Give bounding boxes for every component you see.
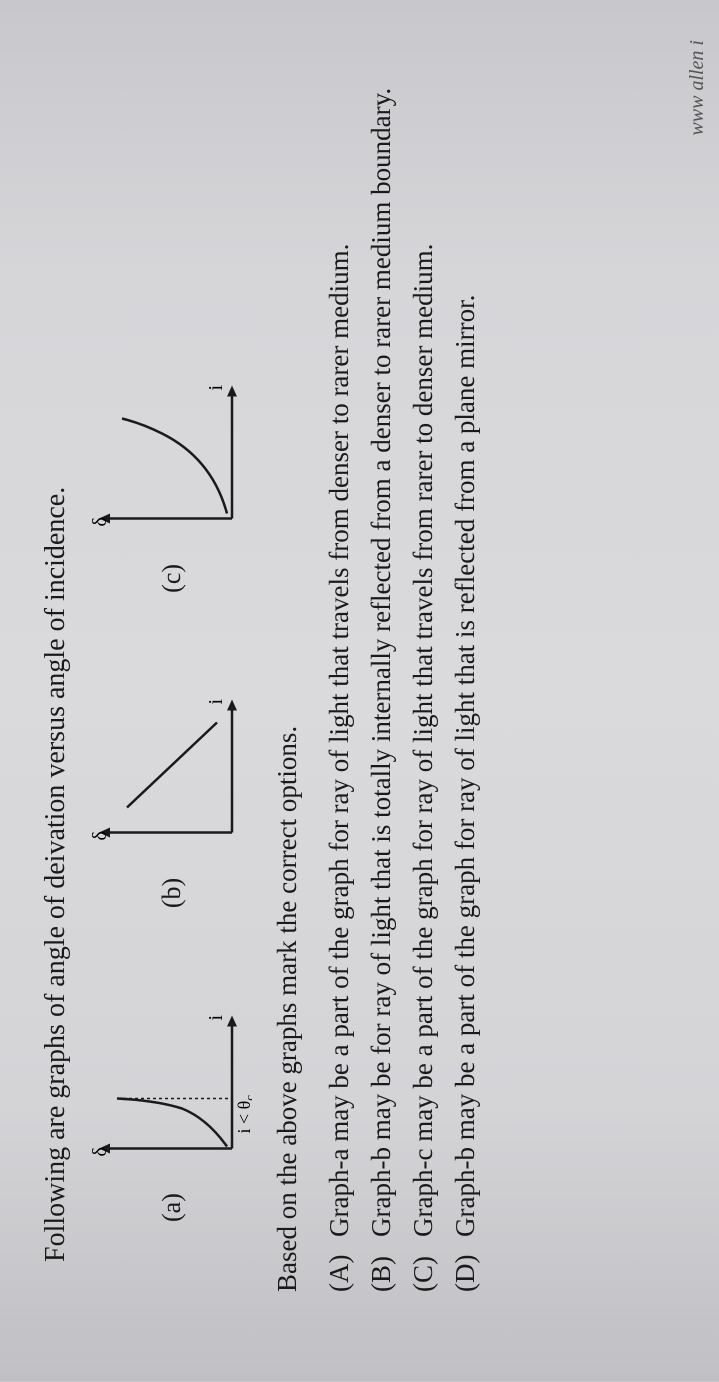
- option-d-text: Graph-b may be a part of the graph for r…: [445, 60, 487, 1237]
- graph-b-xaxis: i: [205, 699, 227, 705]
- page-container: Following are graphs of angle of deivati…: [0, 0, 719, 1382]
- option-c: (C) Graph-c may be a part of the graph f…: [403, 60, 445, 1292]
- subtitle-text: Based on the above graphs mark the corre…: [272, 60, 303, 1292]
- option-a-letter: (A): [319, 1237, 361, 1292]
- graph-a: (a) δ i i < θc: [92, 1008, 252, 1222]
- graph-b-yaxis: δ: [92, 831, 111, 840]
- option-c-letter: (C): [403, 1237, 445, 1292]
- intro-text: Following are graphs of angle of deivati…: [40, 60, 72, 1262]
- option-d: (D) Graph-b may be a part of the graph f…: [445, 60, 487, 1292]
- option-a: (A) Graph-a may be a part of the graph f…: [319, 60, 361, 1292]
- graph-c: (c) δ i: [92, 379, 252, 593]
- graph-a-annotation: i < θc: [234, 1094, 252, 1133]
- option-a-text: Graph-a may be a part of the graph for r…: [319, 60, 361, 1237]
- options-list: (A) Graph-a may be a part of the graph f…: [319, 60, 486, 1292]
- graph-a-svg: δ i i < θc: [92, 1008, 252, 1178]
- graph-b: (b) δ i: [92, 693, 252, 908]
- graph-b-svg: δ i: [92, 693, 252, 863]
- graph-c-yaxis: δ: [92, 518, 111, 527]
- graph-b-label: (b): [157, 878, 187, 908]
- option-b-letter: (B): [361, 1237, 403, 1292]
- graph-a-xaxis: i: [205, 1014, 227, 1020]
- graph-c-svg: δ i: [92, 379, 252, 549]
- footer-watermark: www allen i: [686, 40, 709, 136]
- graph-c-label: (c): [157, 564, 187, 593]
- graph-c-xaxis: i: [205, 385, 227, 391]
- graphs-row: (a) δ i i < θc (b): [92, 60, 252, 1222]
- graph-a-yaxis: δ: [92, 1147, 111, 1156]
- graph-a-label: (a): [157, 1193, 187, 1222]
- option-b-text: Graph-b may be for ray of light that is …: [361, 60, 403, 1237]
- option-b: (B) Graph-b may be for ray of light that…: [361, 60, 403, 1292]
- option-c-text: Graph-c may be a part of the graph for r…: [403, 60, 445, 1237]
- option-d-letter: (D): [445, 1237, 487, 1292]
